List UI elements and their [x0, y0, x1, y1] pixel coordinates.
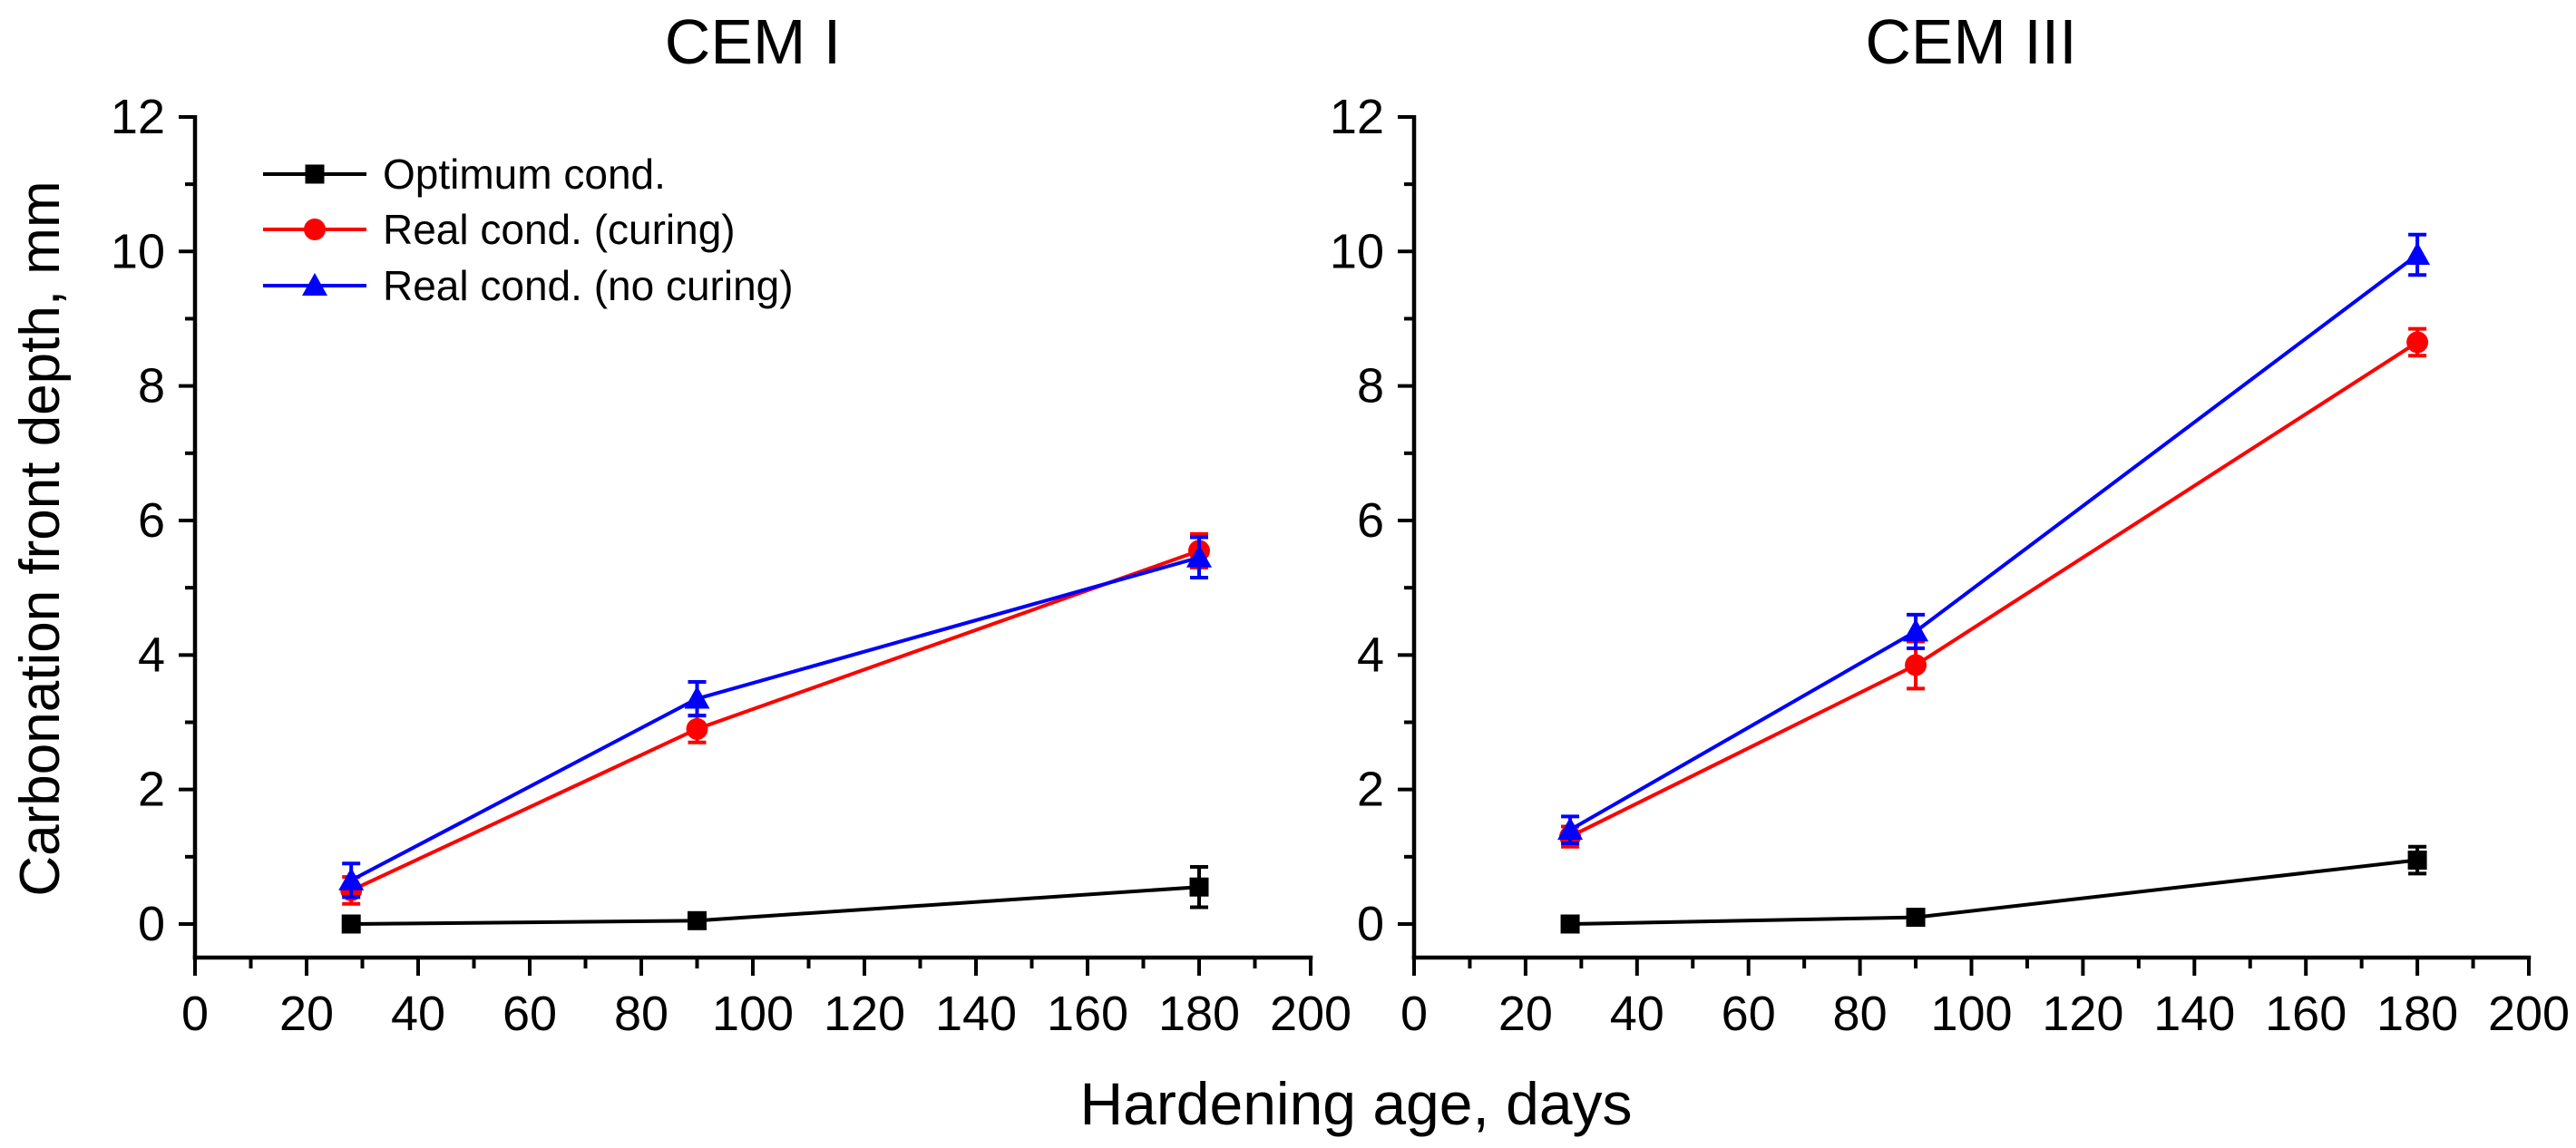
y-tick-label: 12 [1330, 90, 1384, 144]
x-tick-label: 40 [391, 987, 445, 1041]
data-point-marker [688, 910, 707, 930]
series-triangle [1557, 232, 2431, 845]
panel-cem3: 0 20 40 60 80 100 120 140 160 180 200 0 2 4 6 8 10 12 [1330, 90, 2570, 1041]
x-tick-label: 120 [2042, 987, 2123, 1041]
x-tick-label: 80 [614, 987, 668, 1041]
data-point-marker [341, 914, 361, 934]
x-tick-label: 20 [279, 987, 334, 1041]
x-tick-label: 20 [1498, 987, 1553, 1041]
x-tick-label: 80 [1833, 987, 1888, 1041]
x-tick-label: 160 [2265, 987, 2347, 1041]
y-tick-label: 8 [138, 359, 165, 413]
panel-title-cem1: CEM I [664, 6, 842, 77]
x-tick-label: 200 [2488, 987, 2570, 1041]
legend-label: Optimum cond. [383, 151, 666, 198]
series-circle [1559, 326, 2429, 849]
x-axis-ticks: 0 20 40 60 80 100 120 140 160 180 200 [1400, 958, 2570, 1041]
y-tick-label: 2 [1357, 763, 1384, 817]
y-axis-ticks: 0 2 4 6 8 10 12 [111, 90, 195, 951]
data-point-marker [684, 686, 710, 709]
y-tick-label: 6 [1357, 493, 1384, 548]
legend-label: Real cond. (curing) [383, 206, 736, 253]
legend-marker [302, 273, 327, 296]
data-point-marker [2405, 242, 2431, 266]
data-point-marker [1903, 618, 1929, 642]
x-tick-label: 100 [1930, 987, 2012, 1041]
y-axis-ticks: 0 2 4 6 8 10 12 [1330, 90, 1414, 951]
series-line [351, 885, 1200, 926]
legend-item: Real cond. (curing) [263, 206, 736, 253]
y-tick-label: 10 [111, 224, 165, 278]
legend-marker [305, 164, 325, 184]
data-point-marker [1186, 544, 1212, 568]
data-point-marker [2407, 851, 2427, 871]
y-axis-label: Carbonation front depth, mm [9, 180, 72, 897]
x-tick-label: 100 [712, 987, 794, 1041]
x-tick-label: 140 [935, 987, 1017, 1041]
legend-label: Real cond. (no curing) [383, 262, 794, 309]
y-tick-label: 0 [1357, 897, 1384, 951]
x-tick-label: 120 [824, 987, 905, 1041]
series-square [341, 864, 1209, 934]
y-tick-label: 10 [1330, 224, 1384, 278]
x-axis-label: Hardening age, days [1079, 1070, 1633, 1137]
x-tick-label: 40 [1610, 987, 1664, 1041]
x-tick-label: 180 [2376, 987, 2458, 1041]
y-tick-label: 2 [138, 763, 165, 817]
x-axis-ticks: 0 20 40 60 80 100 120 140 160 180 200 [181, 958, 1351, 1041]
x-tick-label: 60 [1722, 987, 1776, 1041]
y-tick-label: 8 [1357, 359, 1384, 413]
data-point-marker [1906, 908, 1926, 928]
data-point-marker [686, 717, 708, 740]
panel-cem1: 0 20 40 60 80 100 120 140 160 180 200 0 2 4 6 8 10 12 Opti… [111, 90, 1351, 1041]
y-tick-label: 4 [1357, 628, 1384, 682]
y-tick-label: 0 [138, 897, 165, 951]
data-point-marker [338, 867, 365, 890]
x-tick-label: 0 [181, 987, 209, 1041]
legend-item: Optimum cond. [263, 151, 666, 198]
y-tick-label: 12 [111, 90, 165, 144]
series-square [1560, 844, 2427, 934]
series-line [1570, 858, 2418, 926]
x-tick-label: 0 [1400, 987, 1428, 1041]
data-point-marker [2406, 331, 2429, 354]
data-point-marker [1560, 914, 1580, 934]
data-point-marker [1189, 877, 1209, 897]
x-tick-label: 60 [503, 987, 557, 1041]
x-tick-label: 160 [1047, 987, 1128, 1041]
series-line [1569, 340, 2419, 839]
panel-title-cem3: CEM III [1865, 6, 2077, 77]
y-tick-label: 4 [138, 628, 165, 682]
data-point-marker [1557, 817, 1584, 841]
series-line [350, 549, 1200, 892]
x-tick-label: 200 [1270, 987, 1351, 1041]
y-tick-label: 6 [138, 493, 165, 548]
legend-marker [304, 219, 326, 240]
x-tick-label: 180 [1158, 987, 1240, 1041]
legend: Optimum cond. Real cond. (curing) Real con… [263, 151, 794, 309]
legend-item: Real cond. (no curing) [263, 262, 794, 309]
series-triangle [338, 535, 1212, 900]
data-point-marker [1905, 654, 1927, 676]
series-line [1569, 253, 2419, 832]
x-tick-label: 140 [2153, 987, 2235, 1041]
